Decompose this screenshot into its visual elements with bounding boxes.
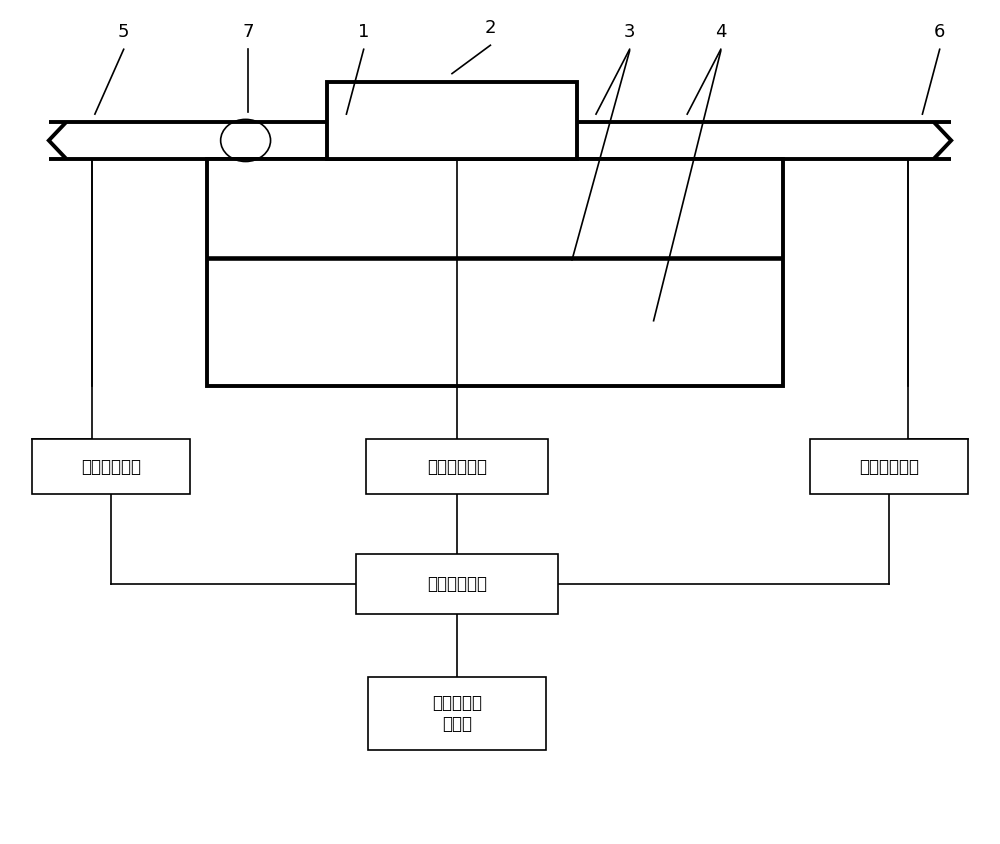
Bar [327, 82, 577, 159]
Bar [356, 554, 558, 614]
Text: 第二测温元件: 第二测温元件 [859, 457, 919, 475]
Text: 6: 6 [934, 23, 945, 41]
Bar [810, 439, 968, 494]
Text: 4: 4 [715, 23, 727, 41]
Text: 3: 3 [624, 23, 635, 41]
Text: 7: 7 [243, 23, 254, 41]
Bar [368, 677, 546, 750]
Text: 5: 5 [118, 23, 129, 41]
Text: 第一测温元件: 第一测温元件 [81, 457, 141, 475]
Text: 换热系数计
算模块: 换热系数计 算模块 [432, 695, 482, 733]
Bar [366, 439, 548, 494]
Text: 温度采集系统: 温度采集系统 [427, 575, 487, 593]
Bar [207, 159, 783, 386]
Text: 2: 2 [485, 19, 496, 37]
Text: 1: 1 [358, 23, 369, 41]
Bar [32, 439, 190, 494]
Text: 第三测温元件: 第三测温元件 [427, 457, 487, 475]
